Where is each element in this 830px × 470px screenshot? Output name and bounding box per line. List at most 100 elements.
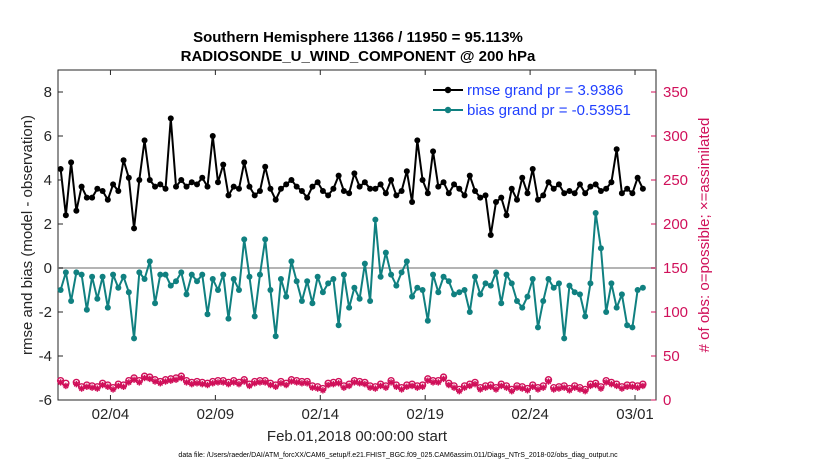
rmse-point bbox=[524, 190, 531, 197]
bias-point bbox=[613, 304, 620, 311]
rmse-point bbox=[152, 183, 159, 190]
bias-point bbox=[235, 287, 242, 293]
bias-point bbox=[298, 298, 305, 304]
legend-bias-label: bias grand pr = -0.53951 bbox=[467, 102, 631, 119]
rmse-point bbox=[230, 183, 237, 190]
bias-point bbox=[550, 284, 557, 291]
bias-point bbox=[592, 210, 599, 216]
obs-assimilated-point bbox=[303, 380, 311, 387]
obs-assimilated-point bbox=[162, 378, 169, 385]
obs-assimilated-point bbox=[555, 385, 563, 392]
y-tick-label-right: 100 bbox=[663, 304, 688, 321]
legend-rmse-label: rmse grand pr = 3.9386 bbox=[467, 82, 623, 99]
bias-point bbox=[267, 287, 274, 293]
bias-point bbox=[555, 280, 562, 287]
obs-assimilated-point bbox=[209, 380, 216, 387]
obs-assimilated-point bbox=[587, 382, 594, 390]
bias-point bbox=[571, 289, 578, 296]
bias-point bbox=[209, 276, 216, 282]
bias-point bbox=[78, 271, 85, 278]
bias-point bbox=[398, 269, 405, 276]
bias-point bbox=[346, 304, 353, 311]
rmse-point bbox=[57, 166, 64, 172]
bias-point bbox=[639, 284, 646, 291]
rmse-point bbox=[246, 183, 253, 190]
bias-point bbox=[618, 291, 625, 298]
data-file-footer: data file: /Users/raeder/DAI/ATM_forcXX/… bbox=[178, 452, 618, 459]
bias-point bbox=[540, 298, 547, 304]
bias-point bbox=[246, 273, 253, 280]
rmse-point bbox=[319, 188, 326, 194]
y-tick-label-right: 0 bbox=[663, 392, 671, 409]
y-tick-label-right: 350 bbox=[663, 84, 688, 101]
bias-point bbox=[68, 298, 75, 304]
bias-point bbox=[461, 287, 468, 293]
rmse-point bbox=[403, 168, 410, 175]
x-tick-label: 02/14 bbox=[302, 406, 340, 423]
bias-point bbox=[419, 287, 426, 293]
obs-assimilated-point bbox=[524, 387, 531, 394]
rmse-point bbox=[314, 179, 321, 186]
obs-assimilated-point bbox=[225, 380, 232, 388]
bias-point bbox=[178, 269, 185, 276]
rmse-point bbox=[78, 183, 85, 190]
rmse-point bbox=[225, 192, 232, 199]
bias-point bbox=[351, 284, 358, 291]
x-tick-label: 03/01 bbox=[616, 406, 654, 423]
y-tick-label-left: 0 bbox=[44, 260, 52, 277]
rmse-point bbox=[131, 225, 138, 232]
rmse-point bbox=[251, 192, 258, 199]
obs-assimilated-point bbox=[382, 384, 390, 391]
rmse-point bbox=[398, 188, 405, 194]
obs-assimilated-point bbox=[534, 386, 542, 393]
rmse-point bbox=[94, 185, 101, 192]
bias-point bbox=[524, 293, 531, 300]
obs-assimilated-point bbox=[372, 385, 379, 392]
rmse-point bbox=[503, 212, 510, 219]
rmse-point bbox=[83, 194, 90, 201]
bias-point bbox=[367, 298, 374, 304]
rmse-point bbox=[214, 179, 221, 186]
bias-point bbox=[272, 333, 279, 340]
rmse-point bbox=[477, 194, 484, 201]
x-tick-label: 02/04 bbox=[92, 406, 130, 423]
rmse-point bbox=[309, 183, 316, 190]
rmse-point bbox=[256, 188, 263, 194]
rmse-point bbox=[466, 172, 473, 179]
bias-point bbox=[414, 284, 421, 291]
rmse-point bbox=[534, 196, 541, 203]
chart-title: Southern Hemisphere 11366 / 11950 = 95.1… bbox=[193, 29, 523, 46]
obs-assimilated-point bbox=[492, 386, 500, 393]
bias-point bbox=[545, 276, 552, 282]
obs-assimilated-point bbox=[435, 379, 442, 386]
bias-point bbox=[83, 306, 90, 313]
rmse-point bbox=[104, 196, 111, 203]
bias-point bbox=[120, 273, 127, 280]
rmse-point bbox=[613, 146, 620, 153]
rmse-point bbox=[99, 188, 106, 194]
bias-point bbox=[529, 276, 536, 282]
rmse-point bbox=[272, 196, 279, 203]
x-axis-label: Feb.01,2018 00:00:00 start bbox=[267, 428, 448, 445]
rmse-point bbox=[335, 172, 342, 179]
rmse-point bbox=[204, 183, 211, 190]
obs-assimilated-point bbox=[235, 380, 243, 388]
bias-point bbox=[204, 311, 211, 318]
obs-assimilated-point bbox=[324, 381, 332, 389]
obs-assimilated-point bbox=[345, 382, 353, 390]
obs-assimilated-point bbox=[136, 379, 143, 386]
bias-point bbox=[513, 298, 520, 304]
bias-point bbox=[157, 271, 164, 278]
bias-point bbox=[340, 271, 347, 278]
rmse-point bbox=[115, 188, 122, 194]
bias-point bbox=[456, 289, 463, 296]
bias-point bbox=[409, 293, 416, 300]
bias-point bbox=[319, 289, 326, 296]
obs-assimilated-point bbox=[256, 379, 264, 386]
obs-assimilated-point bbox=[125, 379, 133, 386]
rmse-point bbox=[545, 179, 552, 186]
bias-point bbox=[503, 271, 510, 278]
rmse-point bbox=[183, 183, 190, 190]
legend-bias-marker bbox=[444, 106, 452, 114]
